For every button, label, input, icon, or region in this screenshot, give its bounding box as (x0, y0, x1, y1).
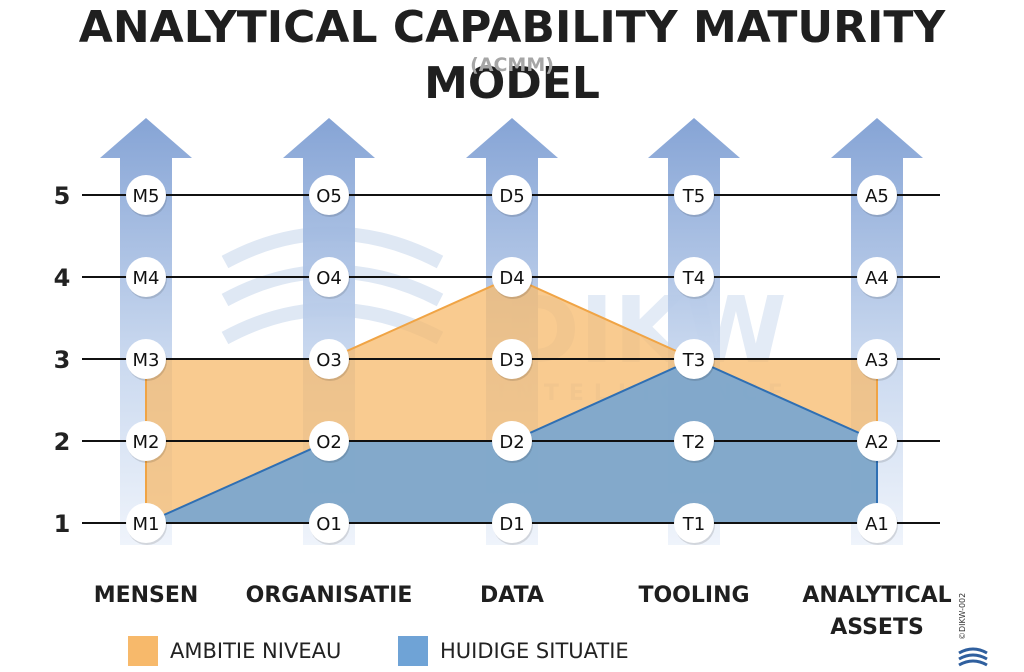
level-node (492, 339, 532, 379)
level-node (309, 339, 349, 379)
level-node-label: T5 (682, 186, 705, 207)
level-node-label: O2 (316, 432, 342, 453)
legend-label-huidige: HUIDIGE SITUATIE (440, 639, 629, 663)
level-node (309, 175, 349, 215)
legend-item-ambitie: AMBITIE NIVEAU (128, 636, 341, 666)
maturity-chart: DIKWINTELLIGENCE M1M2M3M4M5O1O2O3O4O5D1D… (54, 118, 952, 640)
level-node (674, 175, 714, 215)
level-node (126, 175, 166, 215)
level-node (309, 257, 349, 297)
level-node (492, 175, 532, 215)
level-node-label: D3 (499, 350, 524, 371)
level-node-label: O5 (316, 186, 342, 207)
level-node (126, 503, 166, 543)
chart-subtitle: (ACMM) (470, 54, 554, 76)
level-node-label: T4 (682, 268, 705, 289)
level-node-label: A5 (865, 186, 889, 207)
level-node (492, 421, 532, 461)
level-node-label: D1 (499, 514, 524, 535)
level-node-label: A1 (865, 514, 889, 535)
level-node-label: M3 (133, 350, 160, 371)
level-node (857, 339, 897, 379)
level-node (492, 503, 532, 543)
level-node (309, 421, 349, 461)
level-node-label: A4 (865, 268, 889, 289)
level-node-label: M2 (133, 432, 160, 453)
level-node-label: T3 (682, 350, 705, 371)
level-node (126, 339, 166, 379)
dikw-logo-icon (958, 647, 988, 667)
category-label: ANALYTICAL ASSETS (802, 583, 951, 640)
level-node (857, 503, 897, 543)
level-node (857, 257, 897, 297)
level-node-label: O4 (316, 268, 342, 289)
category-label: DATA (480, 583, 544, 608)
y-tick-label: 2 (54, 428, 71, 456)
level-node-label: O3 (316, 350, 342, 371)
level-node-label: T2 (682, 432, 705, 453)
level-node-label: M4 (133, 268, 160, 289)
legend-item-huidige: HUIDIGE SITUATIE (398, 636, 629, 666)
legend-swatch-huidige (398, 636, 428, 666)
level-node (674, 339, 714, 379)
y-tick-label: 4 (54, 264, 71, 292)
level-node (492, 257, 532, 297)
level-node (857, 421, 897, 461)
y-tick-label: 1 (54, 510, 71, 538)
level-node (309, 503, 349, 543)
level-node (857, 175, 897, 215)
y-tick-label: 3 (54, 346, 71, 374)
category-label: TOOLING (638, 583, 749, 608)
level-node-label: O1 (316, 514, 342, 535)
level-node-label: A2 (865, 432, 889, 453)
level-node-label: D4 (499, 268, 524, 289)
y-tick-label: 5 (54, 182, 71, 210)
level-node (674, 503, 714, 543)
level-node-label: M5 (133, 186, 160, 207)
category-label: ORGANISATIE (246, 583, 413, 608)
level-node-label: D2 (499, 432, 524, 453)
category-label: MENSEN (94, 583, 199, 608)
level-node (126, 421, 166, 461)
legend-swatch-ambitie (128, 636, 158, 666)
level-node (126, 257, 166, 297)
y-tick-labels: 1 2 3 4 5 (54, 182, 71, 538)
level-node-label: M1 (133, 514, 160, 535)
level-node-label: D5 (499, 186, 524, 207)
legend-label-ambitie: AMBITIE NIVEAU (170, 639, 342, 663)
level-node-label: A3 (865, 350, 889, 371)
category-labels: MENSEN ORGANISATIE DATA TOOLING ANALYTICAL AS… (94, 583, 952, 640)
chart-title: ANALYTICAL CAPABILITY MATURITY MODEL (78, 2, 946, 109)
level-nodes: M1 M2 M3 M4 M5 O1 O2 O3 O4 O5 D1 D2 D3 D4 D5 T1 T2 T3 T4 T5… (126, 175, 898, 545)
level-node (674, 257, 714, 297)
level-node-label: T1 (682, 514, 705, 535)
copyright-text: ©DIKW-002 (958, 592, 967, 640)
level-node (674, 421, 714, 461)
